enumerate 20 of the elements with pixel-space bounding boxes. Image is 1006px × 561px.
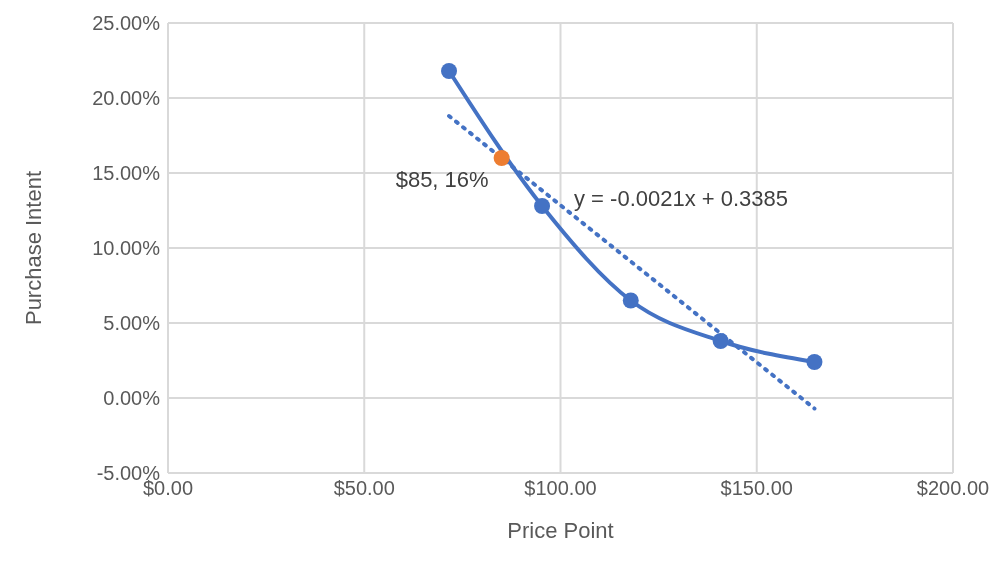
point [622,292,639,309]
point [493,150,510,166]
y-tick-label: 0.00% [103,387,161,410]
point [441,63,458,79]
y-tick-label: 10.00% [92,237,161,260]
point [534,198,551,214]
x-tick-label: $50.00 [333,477,395,500]
y-axis-title: Purchase Intent [20,170,46,326]
x-tick-label: $150.00 [720,477,793,500]
x-tick-label: $200.00 [916,477,990,500]
x-tick-label: $100.00 [524,477,597,500]
y-tick-label: 15.00% [92,162,161,185]
x-axis-title: Price Point [507,518,614,543]
point [712,333,729,349]
y-tick-label: 20.00% [92,87,161,110]
point [806,354,823,370]
annotation: y = -0.0021x + 0.3385 [574,186,789,212]
y-tick-label: 25.00% [92,12,161,35]
annotation: $85, 16% [395,166,489,192]
y-tick-label: 5.00% [103,312,161,335]
